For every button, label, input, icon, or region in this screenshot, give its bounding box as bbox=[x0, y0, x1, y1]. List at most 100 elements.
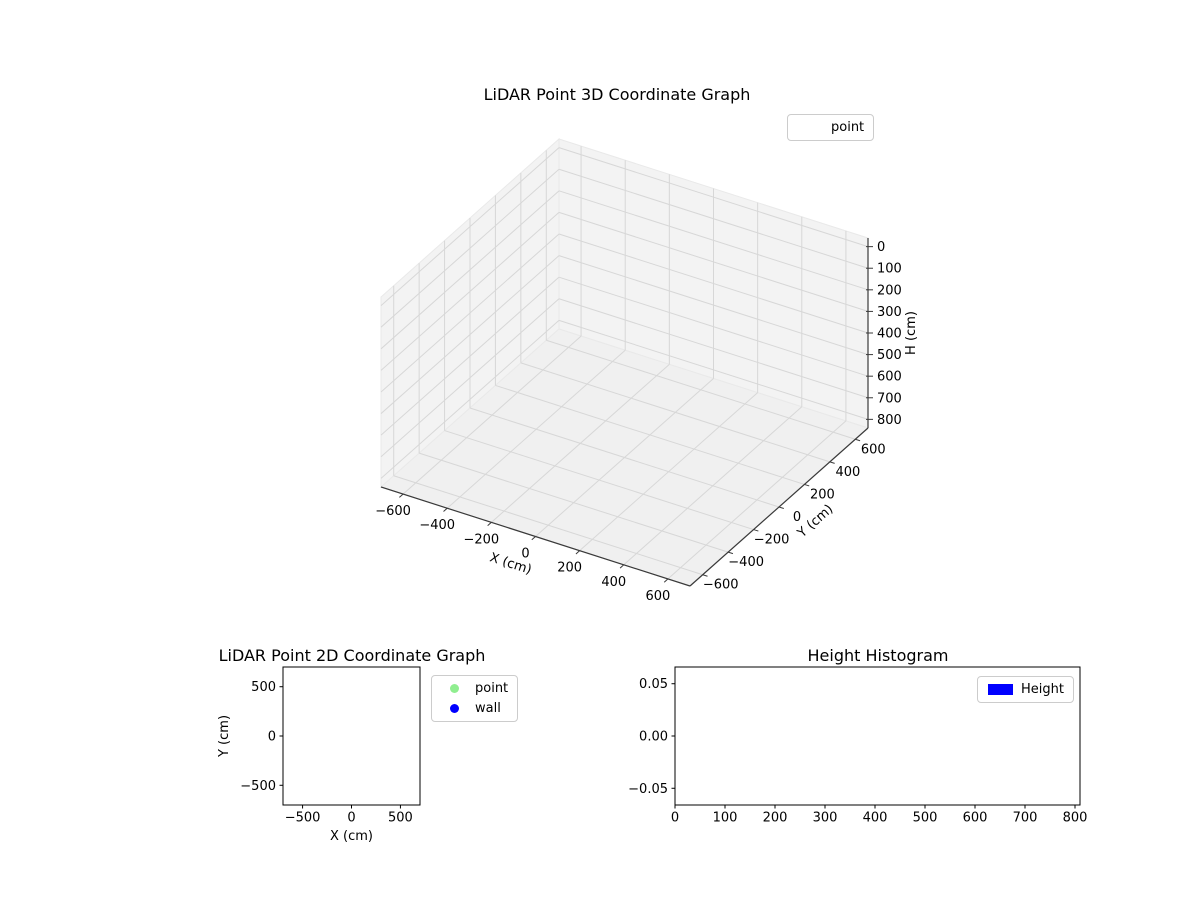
y-tick bbox=[855, 438, 861, 442]
grid-line bbox=[558, 233, 869, 334]
grid-line bbox=[380, 168, 560, 328]
grid-line bbox=[558, 276, 869, 377]
x-tick-label: 0 bbox=[521, 547, 529, 562]
grid-line bbox=[558, 298, 869, 399]
plot2d-title: LiDAR Point 2D Coordinate Graph bbox=[218, 646, 486, 665]
grid-line bbox=[558, 255, 869, 356]
grid-line bbox=[558, 211, 869, 312]
x-axis-label: X (cm) bbox=[330, 829, 373, 844]
legend-label: wall bbox=[475, 701, 501, 716]
histogram-title: Height Histogram bbox=[807, 646, 949, 665]
wall-marker-icon bbox=[450, 704, 459, 713]
grid-line bbox=[546, 339, 856, 440]
y-tick-label: −0.05 bbox=[628, 782, 668, 797]
y-tick-label: 0 bbox=[793, 510, 801, 525]
plot3d-legend: point bbox=[787, 114, 875, 141]
grid-line bbox=[444, 430, 754, 531]
y-tick bbox=[753, 529, 759, 532]
grid-line bbox=[380, 276, 560, 436]
y-axis-label: Y (cm) bbox=[217, 715, 232, 758]
x-tick-label: −400 bbox=[419, 518, 455, 533]
y-tick-label: −600 bbox=[703, 578, 739, 593]
y-tick-label: 0.00 bbox=[639, 730, 668, 745]
x-tick-label: 700 bbox=[1013, 811, 1038, 826]
y-tick bbox=[702, 574, 708, 577]
x-tick-label: 200 bbox=[763, 811, 788, 826]
y-tick bbox=[829, 461, 835, 464]
y-tick-label: 600 bbox=[861, 442, 886, 457]
x-tick-label: 100 bbox=[713, 811, 738, 826]
z-tick-label: 300 bbox=[877, 305, 902, 320]
y-tick bbox=[778, 506, 784, 509]
grid-line bbox=[495, 384, 805, 485]
grid-line bbox=[393, 475, 703, 576]
z-tick-label: 200 bbox=[877, 283, 902, 298]
x-tick-label: 500 bbox=[913, 811, 938, 826]
x-tick-label: 0 bbox=[347, 811, 355, 826]
grid-line bbox=[380, 255, 560, 414]
point-marker-icon bbox=[450, 684, 459, 693]
x-tick-label: 300 bbox=[813, 811, 838, 826]
y-tick bbox=[727, 551, 734, 555]
grid-line bbox=[558, 319, 869, 420]
grid-line bbox=[469, 407, 780, 508]
legend-label: point bbox=[831, 120, 865, 135]
y-tick-label: −400 bbox=[728, 555, 764, 570]
histogram-legend: Height bbox=[977, 676, 1074, 703]
grid-line bbox=[380, 147, 560, 307]
y-tick-label: 200 bbox=[810, 487, 835, 502]
grid-line bbox=[520, 362, 831, 463]
y-tick bbox=[804, 483, 810, 487]
y-tick-label: 400 bbox=[835, 465, 860, 480]
legend-entry: point bbox=[797, 120, 864, 135]
grid-line bbox=[558, 168, 869, 269]
Height-marker-icon bbox=[988, 684, 1013, 695]
y-tick-label: −200 bbox=[754, 533, 790, 548]
x-tick-label: 400 bbox=[601, 575, 626, 590]
legend-entry: point bbox=[441, 681, 508, 696]
x-tick-label: −500 bbox=[285, 811, 321, 826]
legend-handle bbox=[441, 702, 468, 715]
plot3d-axes: −600−400−2000200400600−600−400−200020040… bbox=[375, 137, 919, 604]
plot2d-legend: point wall bbox=[431, 675, 519, 722]
grid-line bbox=[380, 212, 560, 371]
x-tick bbox=[443, 507, 448, 512]
x-tick bbox=[663, 578, 669, 583]
x-tick-label: 800 bbox=[1063, 811, 1088, 826]
grid-line bbox=[380, 190, 560, 350]
y-tick-label: −500 bbox=[240, 779, 276, 794]
y-tick-label: 0.05 bbox=[639, 677, 668, 692]
z-tick-label: 700 bbox=[877, 391, 902, 406]
legend-handle bbox=[441, 682, 468, 695]
y-tick-label: 0 bbox=[268, 730, 276, 745]
axes-frame bbox=[282, 666, 421, 806]
x-tick-label: 600 bbox=[646, 589, 671, 604]
x-tick bbox=[619, 564, 625, 569]
legend-label: point bbox=[475, 681, 509, 696]
x-tick bbox=[399, 493, 404, 498]
legend-handle bbox=[987, 683, 1014, 696]
plot3d-title: LiDAR Point 3D Coordinate Graph bbox=[483, 85, 751, 104]
x-tick-label: 500 bbox=[388, 811, 413, 826]
x-tick-label: 400 bbox=[863, 811, 888, 826]
z-tick-label: 0 bbox=[877, 240, 885, 255]
z-axis-label: H (cm) bbox=[904, 311, 919, 355]
legend-entry: wall bbox=[441, 701, 508, 716]
z-tick-label: 800 bbox=[877, 413, 902, 428]
grid-line bbox=[418, 452, 729, 553]
grid-line bbox=[380, 298, 560, 458]
x-tick-label: 0 bbox=[671, 811, 679, 826]
histogram-axes: 0 100 200 300 400 500 600 700 800 −0.05 0.00 0.05 bbox=[628, 666, 1088, 826]
x-tick-label: 600 bbox=[963, 811, 988, 826]
plot2d-axes: −500 0 500 −500 0 500 X (cm) Y (cm) bbox=[217, 666, 421, 844]
x-tick bbox=[575, 550, 580, 555]
grid-line bbox=[558, 147, 869, 248]
x-tick-label: −600 bbox=[375, 504, 411, 519]
x-tick-label: 200 bbox=[557, 561, 582, 576]
legend-label: Height bbox=[1021, 682, 1064, 697]
x-tick bbox=[487, 521, 492, 527]
grid-line bbox=[558, 190, 869, 291]
grid-line bbox=[380, 319, 560, 479]
